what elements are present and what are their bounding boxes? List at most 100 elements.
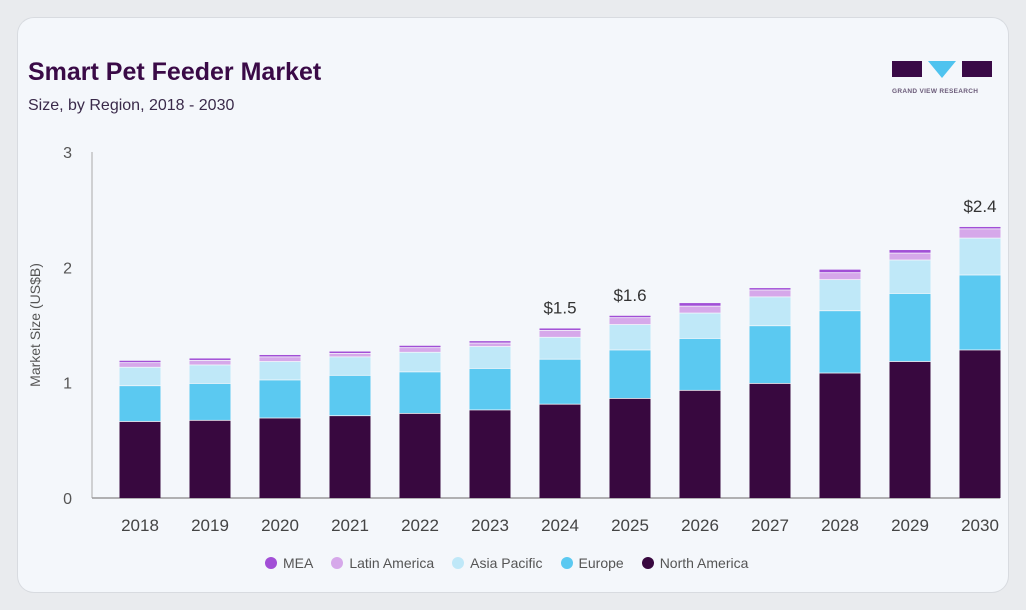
bar-segment-latin-america: [609, 318, 651, 325]
bar-segment-latin-america: [189, 360, 231, 365]
bar-segment-asia-pacific: [399, 352, 441, 372]
y-tick-label: 3: [63, 145, 72, 162]
bar-segment-latin-america: [399, 348, 441, 352]
legend-item: Latin America: [331, 555, 434, 571]
legend-label: Asia Pacific: [470, 555, 543, 571]
bar-segment-north-america: [189, 420, 231, 498]
bar-segment-latin-america: [469, 343, 511, 347]
x-tick-label: 2023: [471, 516, 509, 535]
bar-segment-latin-america: [819, 273, 861, 280]
bar-segment-europe: [119, 386, 161, 422]
bar-segment-north-america: [959, 350, 1001, 498]
bar-segment-latin-america: [889, 253, 931, 260]
bar-segment-mea: [469, 341, 511, 343]
bar-segment-asia-pacific: [749, 297, 791, 326]
bar-segment-north-america: [609, 398, 651, 498]
bar-segment-north-america: [539, 404, 581, 498]
legend-dot-icon: [452, 557, 465, 569]
legend-item: Europe: [560, 555, 624, 571]
bar-segment-north-america: [819, 373, 861, 498]
legend-item: MEA: [265, 555, 313, 571]
bar-segment-mea: [259, 354, 301, 357]
legend-dot-icon: [265, 557, 277, 569]
x-tick-label: 2020: [261, 516, 299, 535]
bar-segment-latin-america: [679, 306, 721, 313]
bar-segment-mea: [539, 328, 581, 330]
bar-segment-north-america: [679, 390, 721, 498]
bar-segment-mea: [329, 351, 371, 354]
bar-segment-europe: [539, 359, 581, 404]
x-tick-label: 2021: [331, 516, 369, 535]
data-label: $1.6: [613, 286, 646, 305]
y-axis-label: Market Size (US$B): [27, 263, 43, 387]
x-tick-label: 2022: [401, 516, 439, 535]
bar-segment-latin-america: [119, 363, 161, 367]
bar-segment-europe: [749, 326, 791, 384]
bar-segment-latin-america: [749, 290, 791, 297]
bar-segment-mea: [889, 250, 931, 253]
bar-segment-latin-america: [959, 229, 1001, 238]
logo-icon: [892, 61, 992, 78]
bar-segment-north-america: [259, 418, 301, 498]
bar-segment-north-america: [889, 361, 931, 498]
x-tick-label: 2024: [541, 516, 579, 535]
bar-segment-mea: [679, 303, 721, 306]
grand-view-research-logo: GRAND VIEW RESEARCH: [892, 60, 994, 95]
bar-segment-europe: [329, 375, 371, 416]
bar-segment-mea: [749, 288, 791, 290]
bar-segment-asia-pacific: [609, 325, 651, 350]
bar-segment-latin-america: [259, 357, 301, 362]
x-tick-label: 2025: [611, 516, 649, 535]
bar-segment-latin-america: [329, 353, 371, 357]
bar-segment-latin-america: [539, 330, 581, 337]
legend-dot-icon: [641, 557, 654, 569]
bar-segment-north-america: [399, 413, 441, 498]
bar-segment-mea: [399, 345, 441, 348]
bar-segment-asia-pacific: [119, 367, 161, 386]
y-tick-label: 1: [63, 376, 72, 393]
y-tick-label: 0: [63, 491, 72, 508]
bar-segment-europe: [819, 311, 861, 373]
bar-segment-europe: [399, 372, 441, 414]
bar-segment-mea: [119, 360, 161, 363]
bar-segment-asia-pacific: [259, 361, 301, 380]
chart-subtitle: Size, by Region, 2018 - 2030: [28, 97, 235, 114]
x-tick-label: 2028: [821, 516, 859, 535]
bar-segment-north-america: [469, 410, 511, 498]
bar-segment-mea: [819, 269, 861, 273]
bar-segment-north-america: [119, 421, 161, 498]
legend-dot-icon: [560, 557, 573, 569]
legend-label: North America: [659, 555, 749, 571]
bar-segment-mea: [959, 226, 1001, 229]
x-tick-label: 2019: [191, 516, 229, 535]
bar-segment-asia-pacific: [679, 313, 721, 339]
x-tick-label: 2030: [961, 516, 999, 535]
bar-segment-europe: [609, 350, 651, 399]
bar-segment-asia-pacific: [539, 337, 581, 359]
legend-item: North America: [641, 555, 749, 571]
legend-label: Europe: [578, 555, 624, 571]
y-tick-label: 2: [63, 260, 72, 277]
logo-text: GRAND VIEW RESEARCH: [892, 88, 979, 95]
legend-dot-icon: [331, 557, 344, 569]
bar-segment-asia-pacific: [189, 365, 231, 384]
bar-segment-asia-pacific: [469, 346, 511, 369]
legend-item: Asia Pacific: [452, 555, 543, 571]
legend-label: MEA: [283, 555, 314, 571]
bar-segment-mea: [609, 315, 651, 318]
bar-segment-europe: [679, 338, 721, 390]
bar-segment-europe: [259, 380, 301, 418]
x-tick-label: 2027: [751, 516, 789, 535]
bar-segment-north-america: [749, 383, 791, 498]
bar-segment-asia-pacific: [959, 238, 1001, 275]
chart-legend: MEA Latin America Asia Pacific Europe North …: [265, 555, 748, 571]
bar-segment-europe: [469, 368, 511, 410]
bar-segment-europe: [189, 383, 231, 420]
bar-segment-asia-pacific: [819, 280, 861, 311]
x-tick-label: 2026: [681, 516, 719, 535]
x-tick-label: 2029: [891, 516, 929, 535]
data-label: $2.4: [963, 197, 996, 216]
bar-segment-europe: [889, 293, 931, 362]
data-label: $1.5: [543, 298, 576, 317]
